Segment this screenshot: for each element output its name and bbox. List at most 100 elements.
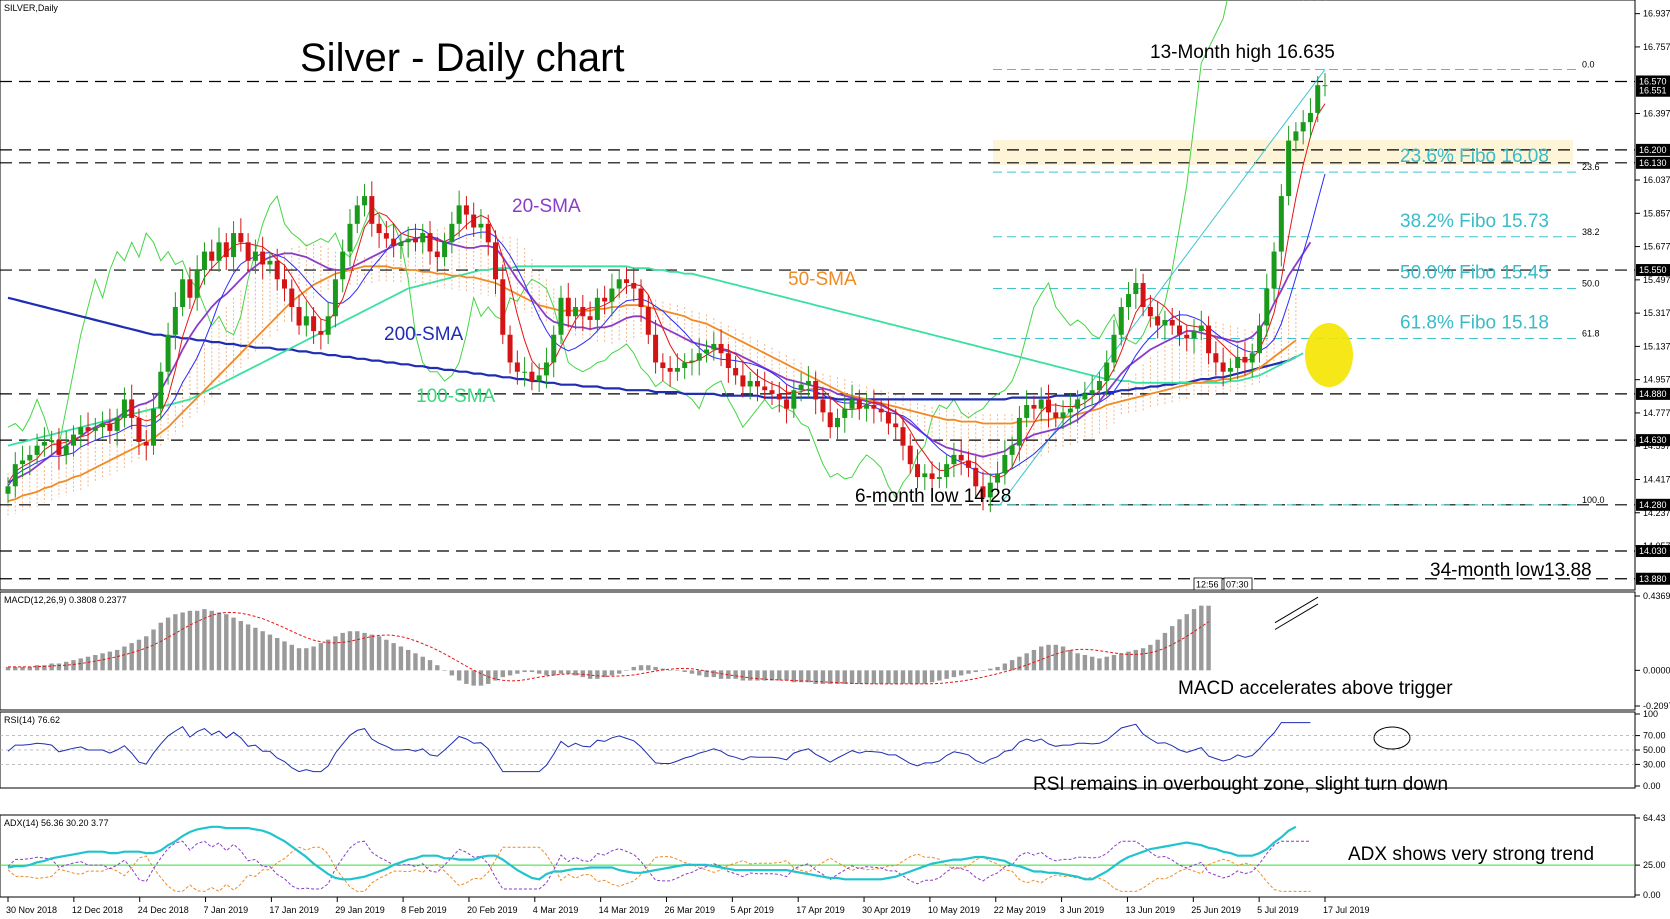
price-axis-label: 14.237 <box>1643 508 1670 518</box>
price-level-tag-label: 14.630 <box>1639 435 1667 445</box>
candle-body <box>267 260 273 265</box>
macd-signal-polyline <box>8 612 1209 685</box>
macd-note: MACD accelerates above trigger <box>1178 678 1453 699</box>
macd-bar <box>980 670 986 671</box>
candle-body <box>645 307 651 335</box>
macd-signal-line <box>8 596 1319 685</box>
macd-bar <box>245 624 251 671</box>
macd-bar <box>675 670 680 671</box>
time-box-1: 12:56 <box>1196 580 1219 590</box>
macd-bar <box>384 639 389 671</box>
candle-body <box>107 423 113 431</box>
candle-body <box>1293 131 1299 141</box>
candle-body <box>376 223 382 234</box>
macd-bar <box>595 670 600 679</box>
macd-bar <box>536 670 542 674</box>
candle-body <box>1220 362 1226 372</box>
macd-bar <box>442 670 447 671</box>
macd-bar <box>929 670 935 683</box>
macd-label: MACD(12,26,9) 0.3808 0.2377 <box>4 595 127 605</box>
macd-bar <box>631 666 636 671</box>
candle-body <box>936 477 942 479</box>
price-level-tag-label: 13.880 <box>1639 574 1667 584</box>
macd-bar <box>689 670 695 674</box>
price-level-tag <box>1636 545 1670 558</box>
candle-body <box>1169 319 1175 326</box>
candle-body <box>834 417 840 428</box>
price-level-tag-label: 16.200 <box>1639 145 1667 155</box>
kijun-line <box>7 173 1326 487</box>
candle-body <box>369 196 375 224</box>
time-boxes: 12:56 07:30 <box>1193 577 1253 591</box>
macd-bar <box>857 670 862 684</box>
candle-body <box>20 460 26 465</box>
price-axis-label: 14.777 <box>1643 408 1670 418</box>
candle-body <box>231 233 237 258</box>
candle-body <box>580 307 586 317</box>
macd-bar <box>864 670 869 684</box>
candle-body <box>885 412 891 424</box>
macd-bar <box>253 627 258 671</box>
candle-body <box>325 316 331 335</box>
macd-bar <box>34 665 40 671</box>
candle-body <box>311 316 317 332</box>
candle-body <box>798 384 804 391</box>
candle-body <box>1147 307 1153 317</box>
fib-level-label: 38.2% Fibo 15.73 <box>1400 211 1549 232</box>
candle-body <box>1038 399 1044 409</box>
candle-body <box>274 260 280 280</box>
candle-body <box>216 242 222 261</box>
candle-body <box>1031 404 1037 409</box>
macd-bar <box>1155 639 1160 671</box>
date-axis-label: 8 Feb 2019 <box>401 905 447 915</box>
price-level-tag-label: 16.570 <box>1639 76 1667 86</box>
adx-axis-label: 64.43 <box>1643 813 1666 823</box>
candle-body <box>1096 380 1102 391</box>
macd-bar <box>493 670 498 681</box>
candle-body <box>558 297 564 335</box>
macd-bar <box>1009 660 1015 671</box>
date-axis-label: 12 Dec 2018 <box>72 905 123 915</box>
candle-body <box>1257 325 1263 354</box>
date-axis-label: 30 Apr 2019 <box>862 905 911 915</box>
price-axis-label: 14.957 <box>1643 375 1670 385</box>
annotation-sma200: 200-SMA <box>384 324 464 345</box>
macd-bar <box>173 614 178 671</box>
macd-bar <box>1075 653 1080 671</box>
macd-bar <box>777 670 782 681</box>
macd-bar <box>42 665 47 671</box>
price-axis: 16.937 16.757 16.397 16.037 15.857 15.677 15.4… <box>1635 9 1670 585</box>
candle-body <box>1046 399 1052 413</box>
macd-bar <box>624 670 629 671</box>
macd-bar <box>456 670 462 681</box>
date-axis-label: 5 Apr 2019 <box>730 905 774 915</box>
candle-body <box>456 205 462 224</box>
macd-bar <box>937 670 942 681</box>
price-level-tag <box>1636 156 1670 169</box>
date-axis-label: 13 Jun 2019 <box>1125 905 1175 915</box>
macd-bar <box>973 670 978 673</box>
candle-body <box>1155 316 1161 326</box>
macd-bar <box>1199 605 1204 671</box>
fibo-zone-highlight <box>993 140 1573 165</box>
annotation-sma20: 20-SMA <box>512 196 581 217</box>
macd-bar <box>13 666 18 671</box>
candle-body <box>493 242 499 280</box>
candle-body <box>500 279 506 335</box>
macd-bar <box>1133 649 1139 671</box>
sma100-line <box>7 265 1304 447</box>
candle-body <box>1053 412 1059 418</box>
macd-bar <box>966 670 971 674</box>
candle-body <box>1191 331 1197 339</box>
candle-body <box>1133 282 1139 295</box>
date-axis-label: 22 May 2019 <box>994 905 1046 915</box>
macd-bar <box>798 670 804 683</box>
macd-bar <box>791 670 797 683</box>
rsi-polyline <box>7 722 1311 773</box>
candle-body <box>514 362 520 372</box>
macd-bar <box>878 670 884 684</box>
macd-bar <box>49 663 54 671</box>
price-level-tag <box>1636 75 1670 88</box>
macd-bar <box>806 670 811 683</box>
macd-bar <box>667 670 673 671</box>
